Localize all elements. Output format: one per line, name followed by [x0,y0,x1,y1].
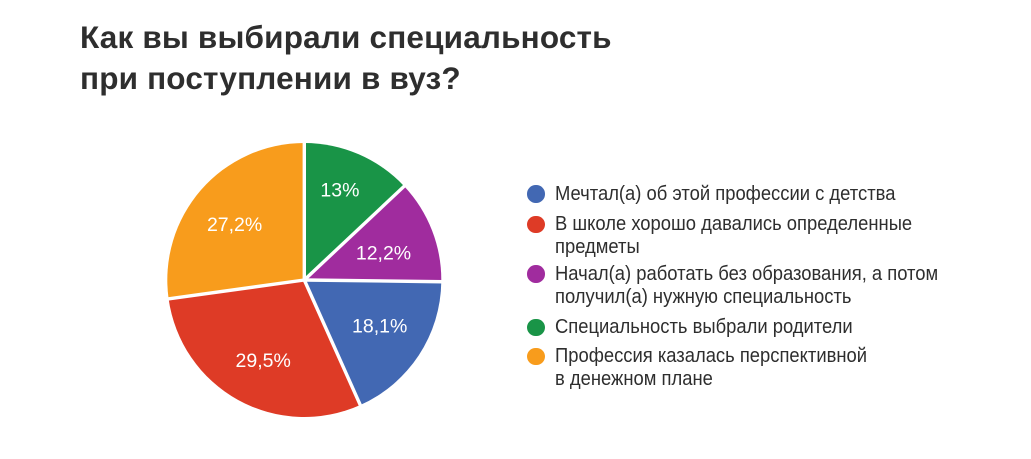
svg-text:13%: 13% [320,179,359,201]
svg-text:29,5%: 29,5% [236,350,291,372]
svg-text:12,2%: 12,2% [356,243,411,265]
svg-text:18,1%: 18,1% [352,315,407,337]
svg-text:27,2%: 27,2% [207,214,262,236]
